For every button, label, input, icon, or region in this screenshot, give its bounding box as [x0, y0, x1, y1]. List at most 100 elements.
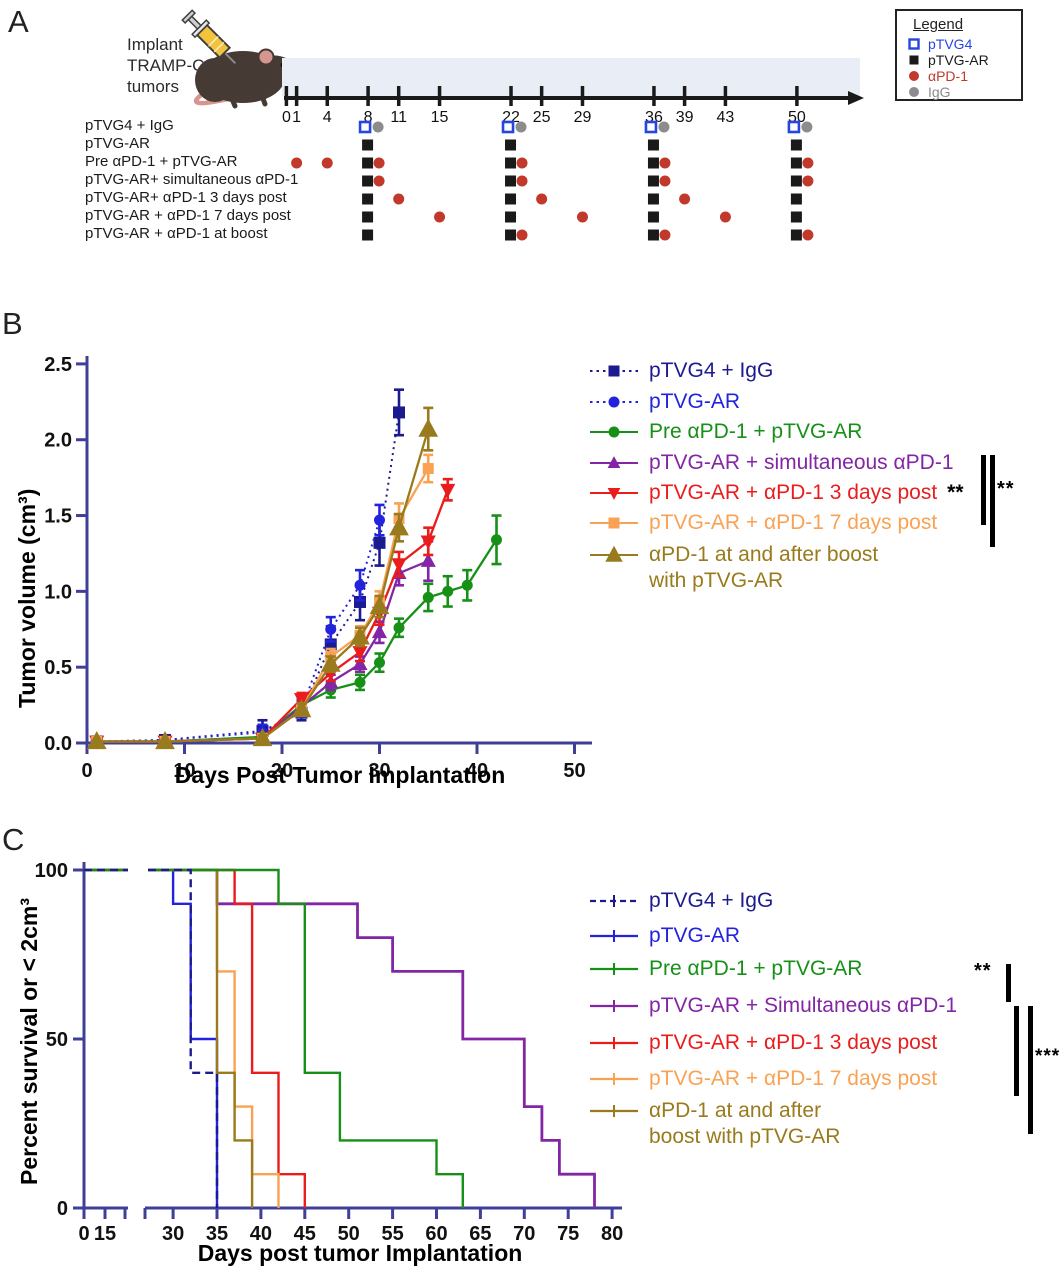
legend-item-label: pTVG-AR: [928, 51, 989, 68]
legend-item: pTVG-AR + αPD-1 3 days post **: [588, 480, 964, 506]
tick-label: 43: [717, 109, 735, 126]
km-curve: [148, 868, 219, 1208]
ptvg-ar-marker: [362, 157, 374, 169]
ptvg-ar-marker: [790, 175, 802, 187]
apd1-marker: [373, 157, 385, 169]
tick-label: 0.0: [44, 733, 72, 755]
legend-item-label: αPD-1 at and after boost with pTVG-AR: [649, 1099, 841, 1148]
apd1-marker: [434, 211, 446, 223]
mouse-ear: [257, 48, 275, 66]
tick-label: 60: [425, 1223, 447, 1245]
legend-item-label: pTVG-AR + αPD-1 3 days post: [649, 1031, 938, 1054]
panel-a-legend-box: Legend pTVG4 pTVG-AR αPD-1 IgG: [895, 9, 1023, 101]
apd1-marker: [536, 193, 548, 205]
km-curve: [148, 868, 306, 1208]
mouse-legs: [229, 93, 268, 109]
legend-item-label: pTVG4: [928, 35, 973, 52]
apd1-marker: [373, 175, 385, 187]
legend-marker-line: [590, 1000, 638, 1012]
apd1-marker: [516, 175, 528, 187]
legend-marker-triangle-up: [590, 545, 638, 562]
legend-marker-line: [590, 895, 638, 907]
apd1-marker: [516, 229, 528, 241]
panel-c-label: C: [2, 822, 25, 857]
legend-item-label: pTVG-AR: [649, 924, 741, 947]
legend-item: αPD-1: [907, 67, 1021, 84]
legend-marker-triangle-up: [590, 456, 638, 468]
ptvg-ar-marker: [362, 229, 374, 241]
significance-bracket: [1014, 1006, 1019, 1096]
tick-label: 30: [162, 1223, 184, 1245]
apd1-marker: [321, 157, 333, 169]
series-7: [86, 406, 439, 750]
timeline-arrowhead: [848, 91, 864, 105]
legend-marker-line: [590, 1073, 638, 1085]
open-square-icon: [908, 37, 920, 50]
legend-marker-circle: [590, 396, 638, 408]
legend-item-label: Pre αPD-1 + pTVG-AR: [649, 420, 863, 443]
legend-item-label: Pre αPD-1 + pTVG-AR: [649, 957, 863, 980]
ptvg-ar-marker: [790, 193, 802, 205]
tick-label: 40: [250, 1223, 272, 1245]
syringe-icon: [181, 9, 236, 64]
ptvg-ar-marker: [362, 139, 374, 151]
treatment-group-label: pTVG-AR + αPD-1 7 days post: [85, 207, 291, 224]
apd1-marker: [679, 193, 691, 205]
legend-item-label: αPD-1: [928, 67, 968, 84]
significance-bracket: [990, 455, 995, 547]
apd1-marker: [802, 229, 814, 241]
tick-label: 29: [574, 109, 592, 126]
legend-item-label: pTVG4 + IgG: [649, 889, 774, 912]
tick-label: 55: [381, 1223, 403, 1245]
legend-marker-triangle-down: [590, 488, 638, 500]
ptvg-ar-marker: [647, 175, 659, 187]
tick-label: 11: [390, 109, 407, 126]
legend-item: pTVG-AR: [907, 51, 1021, 68]
legend-item-label: pTVG-AR: [649, 390, 741, 413]
ptvg-ar-marker: [362, 175, 374, 187]
ptvg-ar-marker: [505, 157, 517, 169]
legend-item: αPD-1 at and after boost with pTVG-AR: [588, 542, 878, 594]
implant-annotation: Implant TRAMP-C1 tumors: [127, 35, 214, 96]
apd1-marker: [291, 157, 303, 169]
igg-marker: [801, 121, 813, 133]
igg-marker: [515, 121, 527, 133]
tick-label: 35: [206, 1223, 228, 1245]
tick-label: 2.0: [44, 430, 72, 452]
treatment-group-label: pTVG-AR: [85, 135, 151, 152]
significance-stars: **: [947, 481, 964, 504]
legend-marker-line: [590, 1105, 638, 1117]
ptvg4-marker: [787, 120, 801, 134]
legend-marker-square: [590, 517, 638, 529]
legend-item-label: pTVG-AR + αPD-1 7 days post: [649, 1067, 938, 1090]
apd1-marker: [802, 175, 814, 187]
square-icon: [909, 55, 919, 64]
tick-label: 45: [294, 1223, 316, 1245]
legend-item: pTVG-AR: [588, 923, 740, 949]
ptvg-ar-marker: [505, 193, 517, 205]
apd1-marker: [659, 229, 671, 241]
legend-item: pTVG-AR: [588, 389, 740, 415]
apd1-marker: [802, 157, 814, 169]
tick-label: 1: [292, 109, 301, 126]
tick-label: 39: [676, 109, 694, 126]
legend-item: pTVG4: [907, 35, 1021, 52]
legend-item: pTVG-AR + αPD-1 3 days post: [588, 1030, 937, 1056]
ptvg-ar-marker: [647, 229, 659, 241]
apd1-marker: [659, 157, 671, 169]
tick-label: 15: [94, 1223, 116, 1245]
legend-item-label: αPD-1 at and after boost with pTVG-AR: [649, 543, 879, 592]
legend-marker-square: [590, 365, 638, 377]
tick-label: 40: [466, 760, 488, 782]
legend-item: Pre αPD-1 + pTVG-AR: [588, 419, 862, 445]
significance-stars: ***: [1035, 1046, 1061, 1067]
tick-label: 15: [431, 109, 449, 126]
significance-bracket: [1006, 964, 1011, 1002]
treatment-group-label: pTVG-AR+ αPD-1 3 days post: [85, 189, 287, 206]
ptvg4-marker: [501, 120, 515, 134]
ptvg4-marker: [644, 120, 658, 134]
legend-item-label: pTVG4 + IgG: [649, 359, 774, 382]
panel-b-label: B: [2, 306, 23, 341]
tick-label: 70: [513, 1223, 535, 1245]
legend-item: pTVG-AR + αPD-1 7 days post: [588, 1066, 937, 1092]
